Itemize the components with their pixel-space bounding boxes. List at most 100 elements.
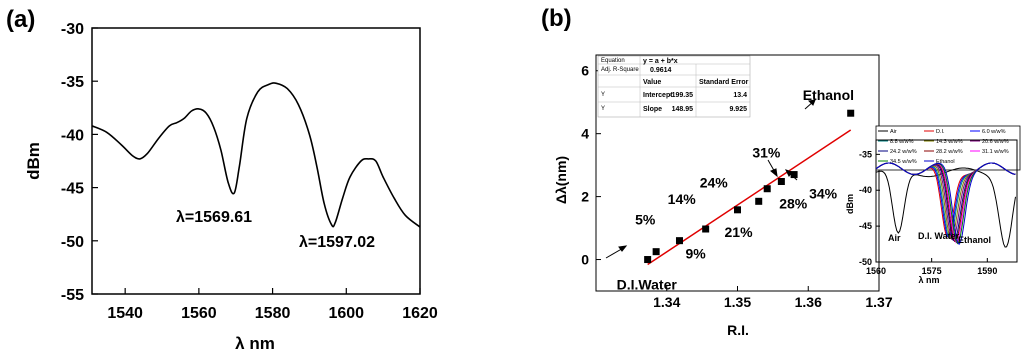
panel-a-x-tick-label: 1600	[328, 305, 364, 322]
inset-legend-label: Ethanol	[936, 159, 955, 165]
panel-a-x-tick-label: 1580	[255, 305, 291, 322]
panel-a-annotation-2: λ=1597.02	[299, 234, 375, 251]
panel-a-y-axis-title: dBm	[24, 142, 43, 180]
panel-b-data-point	[847, 109, 855, 117]
panel-b-x-tick-label: 1.36	[795, 294, 822, 310]
panel-b-data-point	[777, 177, 785, 185]
panel-b-x-tick-label: 1.34	[653, 294, 680, 310]
inset-legend-label: 28.2 w/w%	[936, 149, 963, 155]
panel-b-point-label: Ethanol	[803, 87, 854, 103]
inset-legend-label: 31.1 w/w%	[982, 149, 1009, 155]
panel-a-x-tick-label: 1620	[402, 305, 438, 322]
fit-table-intercept-error: 13.4	[733, 92, 747, 99]
panel-b-points	[644, 109, 855, 264]
fit-table-row-marker-1: Y	[601, 92, 605, 98]
fit-table-adj-r2-label: Adj. R-Square	[601, 67, 639, 73]
fit-table: Equation y = a + b*x Adj. R-Square 0.961…	[597, 55, 751, 118]
inset-curve-sample	[876, 162, 1016, 246]
panel-b-label: (b)	[541, 5, 572, 32]
inset-legend-box	[875, 125, 1021, 171]
inset-y-tick-label: -35	[859, 149, 872, 159]
panel-b-y-axis-title: Δλ(nm)	[553, 156, 569, 204]
panel-a-y-tick-label: -35	[61, 74, 84, 91]
panel-b-y-tick-label: 0	[581, 252, 589, 268]
inset-legend-label: 34.5 w/w%	[890, 159, 917, 165]
panel-b-point-label: 14%	[668, 191, 697, 207]
inset: Air D.I. 6.0 w/w% 8.8 w/w% 14.3 w/w% 20.6 w/w…	[845, 125, 1021, 285]
panel-b-arrows	[605, 99, 816, 259]
panel-b-y-tick-label: 4	[581, 126, 589, 142]
panel-a-x-tick-label: 1540	[107, 305, 143, 322]
panel-b-data-point	[702, 225, 710, 233]
fit-table-header-error: Standard Error	[699, 79, 749, 86]
inset-legend-label: 8.8 w/w%	[890, 139, 914, 145]
panel-a-annotation-1: λ=1569.61	[176, 209, 252, 226]
fit-table-intercept-value: -199.35	[669, 92, 693, 99]
inset-legend-label: 20.6 w/w%	[982, 139, 1009, 145]
panel-a-label: (a)	[6, 6, 35, 33]
inset-y-ticks: -35 -40 -45 -50	[859, 149, 880, 267]
inset-legend-label: Air	[890, 129, 897, 135]
panel-b-data-point	[734, 206, 741, 214]
fit-table-header-value: Value	[643, 79, 661, 86]
panel-b-point-label: 24%	[700, 174, 729, 190]
panel-b-data-point	[675, 237, 683, 245]
panel-a-x-axis-title: λ nm	[235, 334, 275, 353]
panel-b-data-point	[763, 185, 771, 193]
fit-table-equation: y = a + b*x	[643, 58, 678, 65]
panel-a-plot-frame	[91, 27, 421, 295]
panel-b-data-point	[652, 248, 660, 256]
inset-y-tick-label: -40	[859, 185, 872, 195]
inset-legend: Air D.I. 6.0 w/w% 8.8 w/w% 14.3 w/w% 20.6 w/w…	[878, 129, 1009, 165]
panel-a-x-tick-label: 1560	[181, 305, 217, 322]
panel-b-x-axis-title: R.I.	[727, 322, 749, 338]
inset-y-tick-label: -50	[859, 257, 872, 267]
panel-b-data-point	[644, 256, 652, 264]
fit-table-intercept-name: Intercept	[643, 92, 673, 99]
panel-b-point-label: 28%	[779, 196, 808, 212]
inset-annotation-air: Air	[888, 233, 901, 243]
inset-legend-label: 14.3 w/w%	[936, 139, 963, 145]
panel-b-x-ticks: 1.34 1.35 1.36 1.37	[653, 286, 893, 310]
panel-b-x-tick-label: 1.35	[724, 294, 751, 310]
panel-b-point-label: 9%	[685, 246, 706, 262]
panel-b: (b) 1.34 1.35 1.36 1.37 0 2 4 6 D.I.Water 5% 9% 1…	[541, 5, 893, 338]
panel-a: (a) 1540 1560 1580 1600 1620 -30 -35 -40 -45 -50…	[6, 6, 438, 353]
fit-table-row-marker-2: Y	[601, 106, 605, 112]
inset-annotation-ethanol: Ethanol	[958, 235, 991, 245]
panel-b-data-point	[755, 197, 763, 205]
inset-x-tick-label: 1590	[977, 266, 997, 276]
panel-a-y-tick-label: -30	[61, 21, 84, 38]
fit-table-equation-label: Equation	[601, 58, 625, 64]
inset-legend-label: 24.2 w/w%	[890, 149, 917, 155]
panel-b-point-label: D.I.Water	[617, 277, 678, 293]
inset-x-tick-label: 1560	[866, 266, 886, 276]
inset-annotation-di-water: D.I. Water	[918, 231, 960, 241]
panel-b-x-tick-label: 1.37	[865, 294, 892, 310]
panel-b-data-point	[790, 171, 798, 179]
panel-b-point-label: 34%	[809, 186, 838, 202]
panel-b-point-label: 5%	[635, 212, 656, 228]
panel-b-point-labels: D.I.Water 5% 9% 14% 21% 24% 28% 31% 34% Ethanol	[617, 87, 854, 292]
inset-plot-frame	[875, 139, 1018, 263]
fit-table-slope-value: 148.95	[672, 106, 694, 113]
panel-a-y-tick-label: -45	[61, 181, 84, 198]
panel-b-y-ticks: 0 2 4 6	[581, 63, 601, 268]
panel-a-x-ticks: 1540 1560 1580 1600 1620	[107, 288, 438, 322]
inset-x-tick-label: 1575	[922, 266, 942, 276]
fit-table-slope-name: Slope	[643, 106, 662, 113]
panel-a-spectrum-line	[91, 82, 421, 228]
inset-x-ticks: 1560 1575 1590	[866, 258, 997, 276]
panel-a-y-tick-label: -40	[61, 127, 84, 144]
panel-b-point-label: 31%	[752, 144, 781, 160]
panel-a-y-ticks: -30 -35 -40 -45 -50 -55	[61, 21, 98, 304]
panel-b-y-tick-label: 2	[581, 189, 589, 205]
panel-a-y-tick-label: -50	[61, 234, 84, 251]
fit-table-slope-error: 9.925	[729, 106, 747, 113]
inset-y-tick-label: -45	[859, 221, 872, 231]
inset-x-axis-title: λ nm	[918, 275, 939, 285]
fit-table-adj-r2: 0.9614	[650, 67, 672, 74]
panel-b-point-label: 21%	[725, 224, 754, 240]
inset-legend-label: 6.0 w/w%	[982, 129, 1006, 135]
